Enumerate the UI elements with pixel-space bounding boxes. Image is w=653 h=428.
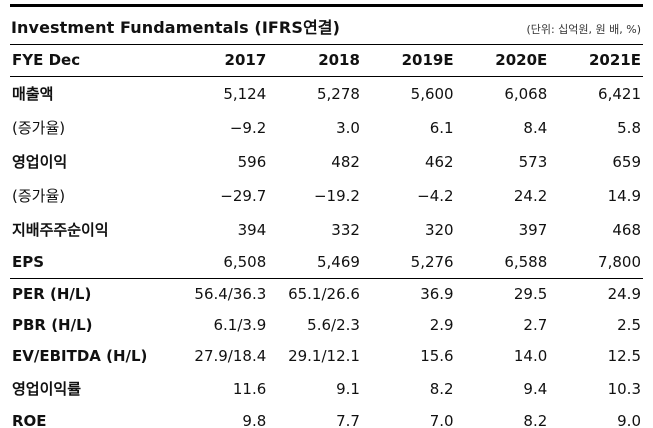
metric-value: 5,124 <box>223 84 267 103</box>
metric-value: −4.2 <box>417 186 454 205</box>
table-row-per: PER (H/L) 56.4/36.3 65.1/26.6 36.9 29.5 … <box>10 279 643 311</box>
metric-value: 332 <box>331 220 360 239</box>
table-row-ev-ebitda: EV/EBITDA (H/L) 27.9/18.4 29.1/12.1 15.6… <box>10 341 643 372</box>
metric-label: 영업이익 <box>12 153 68 171</box>
metric-value: 3.0 <box>336 118 360 137</box>
metric-label: (증가율) <box>12 119 66 137</box>
table-row-revenue: 매출액 5,124 5,278 5,600 6,068 6,421 <box>10 77 643 112</box>
metric-label: 영업이익률 <box>12 380 82 398</box>
fundamentals-table: FYE Dec 2017 2018 2019E 2020E 2021E 매출액 … <box>10 45 643 428</box>
metric-value: 320 <box>424 220 454 239</box>
metric-value: 10.3 <box>607 379 641 398</box>
metric-value: 5.6/2.3 <box>307 316 360 334</box>
metric-value: −19.2 <box>313 186 360 205</box>
metric-value: 6,421 <box>598 84 641 103</box>
metric-value: 14.9 <box>607 186 641 205</box>
metric-label: EPS <box>10 247 175 279</box>
metric-value: 2.9 <box>429 316 454 334</box>
metric-value: 5,600 <box>410 84 454 103</box>
column-header-row: FYE Dec 2017 2018 2019E 2020E 2021E <box>10 45 643 77</box>
metric-label: (증가율) <box>12 187 66 205</box>
metric-value: 9.4 <box>523 379 548 398</box>
metric-value: 8.4 <box>523 118 548 137</box>
metric-value: 11.6 <box>232 379 267 398</box>
column-header-fye-dec: FYE Dec <box>10 45 175 77</box>
metric-value: 7.7 <box>268 406 362 428</box>
metric-value: 596 <box>237 152 267 171</box>
metric-label: EV/EBITDA (H/L) <box>12 347 148 365</box>
metric-value: 9.8 <box>174 406 269 428</box>
metric-value: 14.0 <box>513 347 548 365</box>
metric-value: 8.2 <box>429 379 454 398</box>
metric-value: 6,588 <box>455 247 550 279</box>
metric-value: 6,068 <box>504 84 548 103</box>
metric-value: −9.2 <box>229 118 267 137</box>
metric-value: 5,278 <box>316 84 360 103</box>
table-row-net-profit: 지배주주순이익 394 332 320 397 468 <box>10 213 643 247</box>
metric-value: 6.1/3.9 <box>213 316 267 334</box>
column-header-2017: 2017 <box>174 45 269 77</box>
column-header-2019e: 2019E <box>361 45 456 77</box>
metric-value: 5.8 <box>617 118 641 137</box>
metric-value: 462 <box>424 152 454 171</box>
metric-value: 27.9/18.4 <box>194 347 267 365</box>
column-header-2018: 2018 <box>268 45 362 77</box>
metric-value: 482 <box>331 152 360 171</box>
metric-value: 56.4/36.3 <box>194 285 267 303</box>
metric-value: 9.1 <box>336 379 360 398</box>
column-header-2020e: 2020E <box>455 45 550 77</box>
metric-value: 8.2 <box>455 406 550 428</box>
metric-value: 6.1 <box>429 118 454 137</box>
metric-value: 24.9 <box>607 285 641 303</box>
table-row-operating-margin: 영업이익률 11.6 9.1 8.2 9.4 10.3 <box>10 372 643 406</box>
column-header-2021e: 2021E <box>549 45 643 77</box>
table-row-roe: ROE 9.8 7.7 7.0 8.2 9.0 <box>10 406 643 428</box>
metric-value: 5,469 <box>268 247 362 279</box>
metric-value: 9.0 <box>549 406 643 428</box>
table-title: Investment Fundamentals (IFRS연결) <box>11 18 341 37</box>
metric-value: 397 <box>518 220 548 239</box>
metric-value: 468 <box>612 220 641 239</box>
metric-value: 36.9 <box>420 285 454 303</box>
metric-label: PBR (H/L) <box>12 316 93 334</box>
metric-value: 24.2 <box>513 186 548 205</box>
metric-value: 29.1/12.1 <box>288 347 360 365</box>
table-row-operating-profit: 영업이익 596 482 462 573 659 <box>10 145 643 179</box>
metric-value: 394 <box>237 220 267 239</box>
table-header-bar: Investment Fundamentals (IFRS연결) (단위: 십억… <box>10 4 643 45</box>
metric-value: 659 <box>612 152 641 171</box>
metric-value: 12.5 <box>607 347 641 365</box>
metric-value: 2.5 <box>617 316 641 334</box>
table-row-pbr: PBR (H/L) 6.1/3.9 5.6/2.3 2.9 2.7 2.5 <box>10 310 643 341</box>
metric-value: 7,800 <box>549 247 643 279</box>
metric-value: 65.1/26.6 <box>288 285 360 303</box>
metric-value: 15.6 <box>420 347 454 365</box>
table-row-revenue-growth: (증가율) −9.2 3.0 6.1 8.4 5.8 <box>10 111 643 145</box>
metric-value: 29.5 <box>513 285 548 303</box>
metric-label: ROE <box>10 406 175 428</box>
metric-label: 지배주주순이익 <box>12 221 109 239</box>
metric-value: 5,276 <box>361 247 456 279</box>
unit-note: (단위: 십억원, 원 배, %) <box>526 23 641 36</box>
metric-value: 7.0 <box>361 406 456 428</box>
table-row-eps: EPS 6,508 5,469 5,276 6,588 7,800 <box>10 247 643 279</box>
metric-value: 2.7 <box>523 316 548 334</box>
metric-value: 6,508 <box>174 247 269 279</box>
metric-value: 573 <box>518 152 548 171</box>
metric-label: 매출액 <box>12 85 54 103</box>
table-row-operating-profit-growth: (증가율) −29.7 −19.2 −4.2 24.2 14.9 <box>10 179 643 213</box>
metric-label: PER (H/L) <box>12 285 92 303</box>
metric-value: −29.7 <box>220 186 267 205</box>
